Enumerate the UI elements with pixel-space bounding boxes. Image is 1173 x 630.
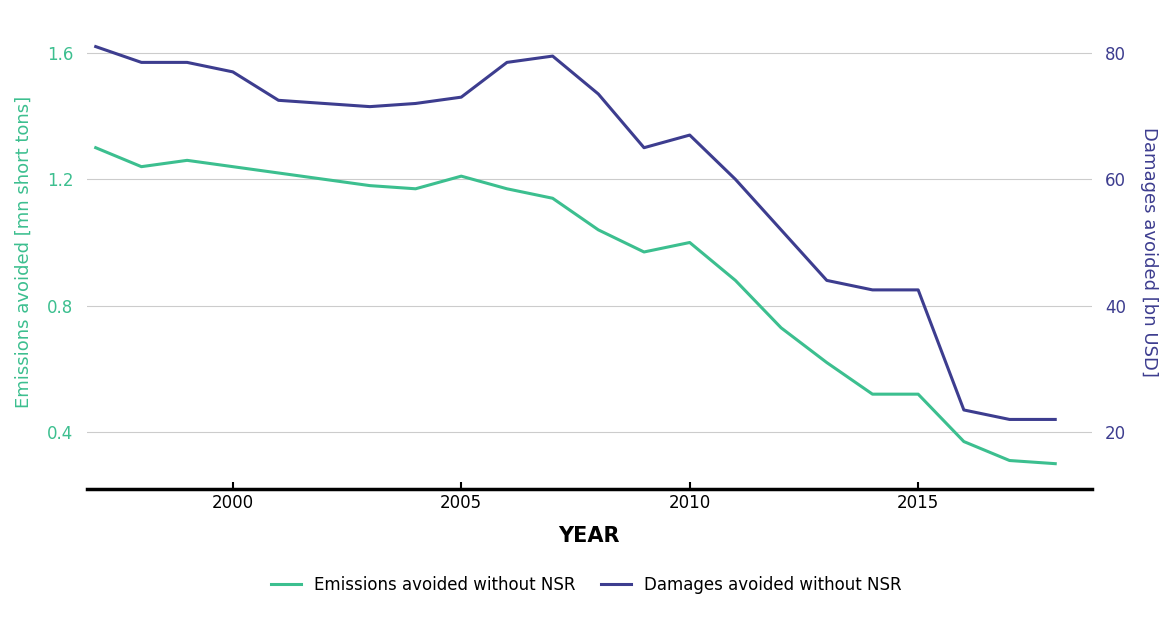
Damages avoided without NSR	[728, 176, 743, 183]
Damages avoided without NSR	[225, 68, 239, 76]
Legend: Emissions avoided without NSR, Damages avoided without NSR: Emissions avoided without NSR, Damages a…	[263, 568, 910, 603]
Emissions avoided without NSR	[317, 176, 331, 183]
Damages avoided without NSR	[637, 144, 651, 151]
Emissions avoided without NSR	[1003, 457, 1017, 464]
Damages avoided without NSR	[408, 100, 422, 107]
Damages avoided without NSR	[500, 59, 514, 66]
Line: Damages avoided without NSR: Damages avoided without NSR	[96, 47, 1056, 420]
Damages avoided without NSR	[181, 59, 195, 66]
Emissions avoided without NSR	[454, 173, 468, 180]
Emissions avoided without NSR	[774, 324, 788, 331]
Emissions avoided without NSR	[500, 185, 514, 193]
Damages avoided without NSR	[89, 43, 103, 50]
Line: Emissions avoided without NSR: Emissions avoided without NSR	[96, 147, 1056, 464]
Damages avoided without NSR	[591, 90, 605, 98]
Damages avoided without NSR	[271, 96, 285, 104]
Damages avoided without NSR	[454, 93, 468, 101]
Damages avoided without NSR	[774, 226, 788, 234]
Damages avoided without NSR	[820, 277, 834, 284]
Damages avoided without NSR	[1003, 416, 1017, 423]
Damages avoided without NSR	[911, 286, 925, 294]
Emissions avoided without NSR	[637, 248, 651, 256]
Damages avoided without NSR	[1049, 416, 1063, 423]
Emissions avoided without NSR	[866, 391, 880, 398]
X-axis label: YEAR: YEAR	[558, 525, 621, 546]
Y-axis label: Damages avoided [bn USD]: Damages avoided [bn USD]	[1140, 127, 1158, 377]
Emissions avoided without NSR	[181, 157, 195, 164]
Damages avoided without NSR	[317, 100, 331, 107]
Emissions avoided without NSR	[362, 182, 377, 190]
Damages avoided without NSR	[683, 131, 697, 139]
Damages avoided without NSR	[362, 103, 377, 110]
Damages avoided without NSR	[135, 59, 149, 66]
Emissions avoided without NSR	[545, 195, 560, 202]
Emissions avoided without NSR	[820, 358, 834, 366]
Emissions avoided without NSR	[591, 226, 605, 234]
Damages avoided without NSR	[866, 286, 880, 294]
Emissions avoided without NSR	[911, 391, 925, 398]
Emissions avoided without NSR	[408, 185, 422, 193]
Emissions avoided without NSR	[225, 163, 239, 171]
Emissions avoided without NSR	[683, 239, 697, 246]
Y-axis label: Emissions avoided [mn short tons]: Emissions avoided [mn short tons]	[15, 96, 33, 408]
Emissions avoided without NSR	[89, 144, 103, 151]
Damages avoided without NSR	[957, 406, 971, 414]
Emissions avoided without NSR	[728, 277, 743, 284]
Emissions avoided without NSR	[271, 169, 285, 177]
Damages avoided without NSR	[545, 52, 560, 60]
Emissions avoided without NSR	[135, 163, 149, 171]
Emissions avoided without NSR	[957, 438, 971, 445]
Emissions avoided without NSR	[1049, 460, 1063, 467]
